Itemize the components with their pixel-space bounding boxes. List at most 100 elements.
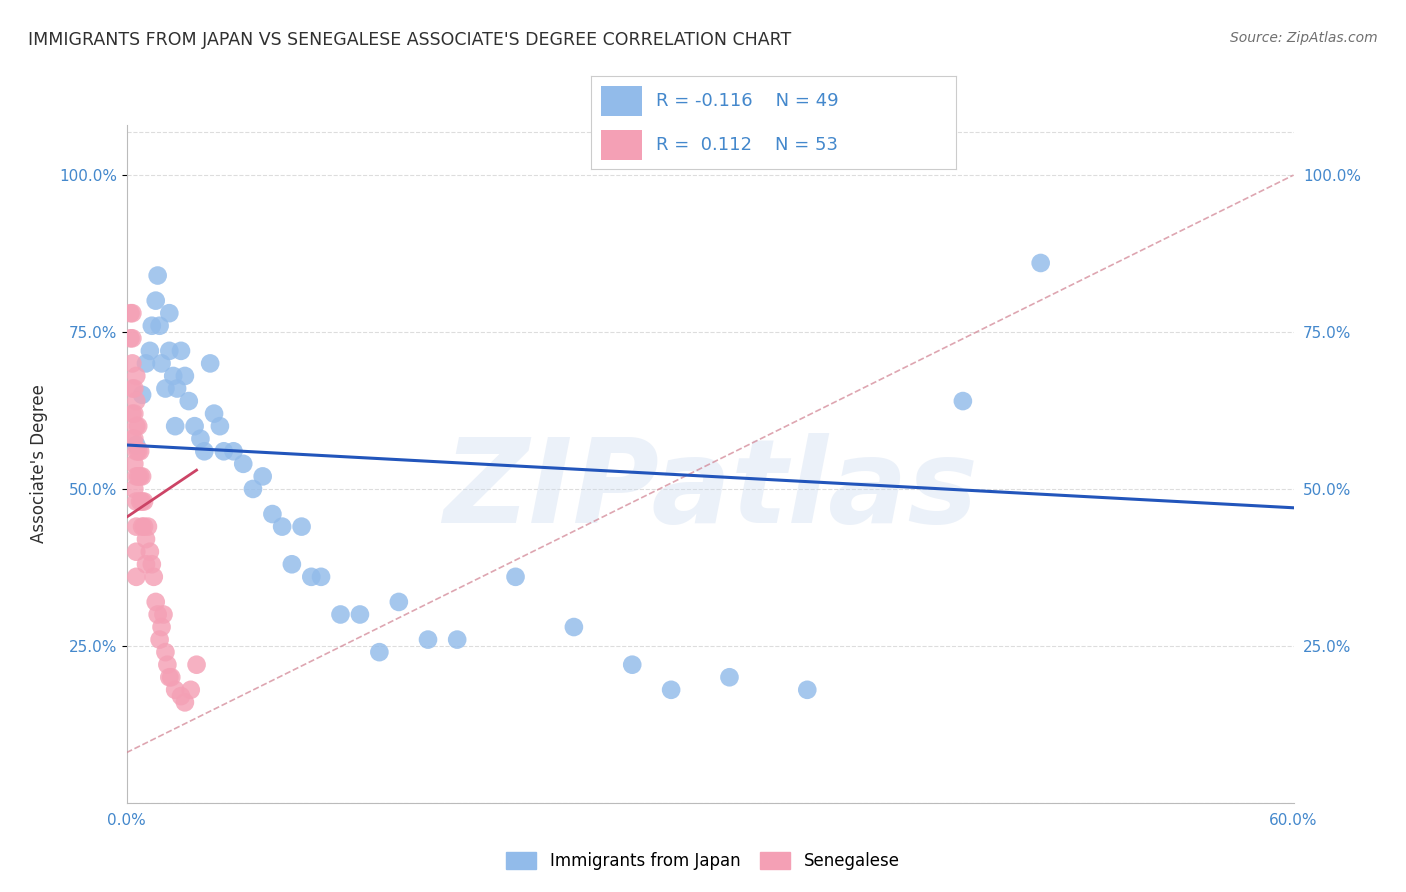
Point [125,545,148,559]
Point [252,469,274,483]
Point [232,457,254,471]
Point [145,293,167,308]
Point [125,419,148,434]
Point [157,306,180,320]
Point [262,507,284,521]
Point [141,318,163,333]
Point [193,444,215,458]
Point [416,632,439,647]
FancyBboxPatch shape [602,130,641,160]
Point [165,419,187,434]
Point [212,444,235,458]
Point [208,419,231,434]
Point [131,388,153,402]
Point [125,394,148,409]
Point [146,607,169,622]
Point [388,595,411,609]
Point [136,519,159,533]
Point [446,632,468,647]
Point [121,432,143,446]
Point [129,494,152,508]
Point [129,444,152,458]
Point [124,482,146,496]
Point [131,469,153,483]
Point [125,469,148,483]
Point [155,645,177,659]
Y-axis label: Associate's Degree: Associate's Degree [30,384,48,543]
Point [150,620,173,634]
Point [125,444,148,458]
Point [299,570,322,584]
Point [157,343,180,358]
Point [121,382,143,396]
Point [145,595,167,609]
Point [174,368,197,383]
Point [125,570,148,584]
Point [174,695,197,709]
Point [155,382,177,396]
Point [132,519,155,533]
Point [329,607,352,622]
Point [186,657,208,672]
Point [718,670,741,684]
Point [135,356,157,370]
Point [121,356,143,370]
Point [242,482,264,496]
Point [309,570,332,584]
Point [131,494,153,508]
Text: Source: ZipAtlas.com: Source: ZipAtlas.com [1230,31,1378,45]
Point [121,306,143,320]
Point [796,682,818,697]
Point [120,306,142,320]
Text: R =  0.112    N = 53: R = 0.112 N = 53 [657,136,838,154]
Text: R = -0.116    N = 49: R = -0.116 N = 49 [657,92,839,110]
Point [141,558,163,572]
Point [146,268,169,283]
Point [152,607,174,622]
Point [180,682,202,697]
Point [121,407,143,421]
Point [190,432,212,446]
Point [139,343,162,358]
Point [952,394,974,409]
Point [170,689,193,703]
Point [183,419,205,434]
Point [121,331,143,345]
Point [125,368,148,383]
Point [198,356,221,370]
Point [177,394,200,409]
Point [142,570,165,584]
FancyBboxPatch shape [602,87,641,116]
Point [135,558,157,572]
Point [290,519,312,533]
Point [149,632,172,647]
Point [368,645,391,659]
Point [166,382,188,396]
Point [281,558,304,572]
Point [124,407,146,421]
Point [160,670,183,684]
Point [170,343,193,358]
Point [124,432,146,446]
Point [271,519,294,533]
Point [222,444,245,458]
Point [505,570,527,584]
Point [156,657,179,672]
Point [120,331,142,345]
Point [621,657,644,672]
Point [124,382,146,396]
Point [349,607,371,622]
Point [125,438,148,452]
Text: IMMIGRANTS FROM JAPAN VS SENEGALESE ASSOCIATE'S DEGREE CORRELATION CHART: IMMIGRANTS FROM JAPAN VS SENEGALESE ASSO… [28,31,792,49]
Point [162,368,184,383]
Point [659,682,682,697]
Point [139,545,162,559]
Point [124,457,146,471]
Point [132,494,155,508]
Point [150,356,173,370]
Point [202,407,225,421]
Point [129,469,152,483]
Point [1029,256,1052,270]
Text: ZIPatlas: ZIPatlas [443,434,977,549]
Legend: Immigrants from Japan, Senegalese: Immigrants from Japan, Senegalese [499,845,907,877]
